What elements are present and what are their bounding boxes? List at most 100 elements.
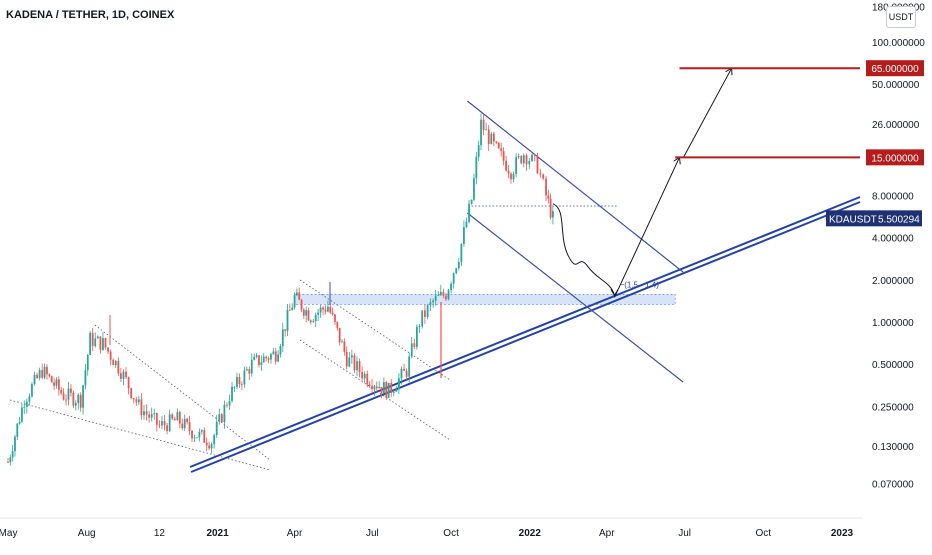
candle-body (208, 445, 210, 448)
candle-body (294, 295, 296, 307)
candle-body (398, 378, 400, 389)
candle-body (413, 343, 415, 347)
wedge-upper-dotted (95, 325, 270, 460)
candle-body (354, 355, 356, 370)
candle-body (159, 425, 161, 426)
candle-body (488, 129, 490, 144)
candle-body (272, 351, 274, 354)
candle-body (385, 382, 387, 398)
candle-body (408, 356, 410, 376)
candle-body (248, 369, 250, 373)
last-price-symbol: KDAUSDT (829, 214, 877, 225)
currency-badge[interactable]: USDT (886, 6, 916, 28)
candle-body (427, 305, 429, 317)
candle-body (493, 134, 495, 142)
candle-body (315, 315, 317, 321)
candle-body (458, 262, 460, 268)
candle-body (537, 156, 539, 174)
candle-body (523, 155, 525, 163)
candle-body (23, 407, 25, 408)
candle-body (161, 421, 163, 425)
candle-body (301, 300, 303, 310)
projection-arrow-1 (614, 157, 679, 297)
candle-body (166, 425, 168, 431)
candle-body (322, 308, 324, 310)
candle-body (44, 367, 46, 378)
candle-body (58, 379, 60, 389)
candle-body (63, 393, 65, 399)
candle-body (275, 351, 277, 361)
candle-body (305, 310, 307, 315)
candle-body (174, 419, 176, 421)
candle-body (85, 370, 87, 385)
candle-body (14, 437, 16, 452)
candle-body (369, 385, 371, 387)
candle-body (510, 174, 512, 180)
candle-body (77, 395, 79, 403)
candle-body (435, 296, 437, 301)
candle-body (191, 431, 193, 439)
candle-body (28, 396, 30, 401)
candle-body (503, 151, 505, 161)
candle-body (547, 195, 549, 198)
candle-body (429, 302, 431, 305)
candle-body (298, 293, 300, 300)
candle-body (505, 161, 507, 171)
y-tick-label: 50.000000 (872, 80, 920, 91)
candle-body (440, 292, 442, 295)
candle-body (371, 386, 373, 389)
candle-body (448, 290, 450, 299)
candle-body (26, 402, 28, 407)
candle-body (176, 412, 178, 420)
candle-body (284, 329, 286, 330)
candle-body (151, 414, 153, 418)
y-tick-label: 2.000000 (872, 276, 914, 287)
candle-body (80, 395, 82, 408)
chart-title: KADENA / TETHER, 1D, COINEX (6, 9, 174, 21)
candle-body (51, 376, 53, 382)
candle-body (450, 284, 452, 290)
candle-body (296, 293, 298, 296)
candle-body (75, 403, 77, 406)
x-tick-label: Jul (678, 528, 691, 539)
y-tick-label: 0.250000 (872, 402, 914, 413)
candle-body (130, 388, 132, 398)
candle-body (36, 375, 38, 378)
candle-body (419, 326, 421, 327)
candle-body (483, 120, 485, 130)
candle-body (406, 371, 408, 377)
candle-body (378, 387, 380, 388)
candle-body (341, 341, 343, 342)
candle-body (251, 360, 253, 374)
candle-body (390, 383, 392, 393)
candle-body (97, 336, 99, 338)
x-tick-label: 12 (154, 528, 166, 539)
candle-body (453, 273, 455, 284)
candle-body (466, 222, 468, 227)
candle-body (218, 414, 220, 422)
candle-body (198, 432, 200, 438)
candle-body (156, 413, 158, 425)
candle-body (241, 384, 243, 385)
y-tick-label: 0.070000 (872, 480, 914, 491)
candle-body (416, 327, 418, 347)
candle-body (16, 424, 18, 437)
candle-body (12, 451, 14, 457)
candle-body (258, 355, 260, 365)
x-tick-label: 2022 (519, 528, 542, 539)
candle-body (455, 268, 457, 273)
candle-body (320, 308, 322, 313)
candle-body (102, 338, 104, 350)
candle-body (490, 134, 492, 144)
candle-body (171, 414, 173, 418)
candle-body (213, 435, 215, 444)
candle-body (179, 412, 181, 424)
candle-body (343, 341, 345, 351)
candle-body (473, 178, 475, 199)
candle-body (34, 375, 36, 384)
candle-body (480, 120, 482, 146)
candle-body (550, 199, 552, 218)
candle-body (325, 310, 327, 312)
